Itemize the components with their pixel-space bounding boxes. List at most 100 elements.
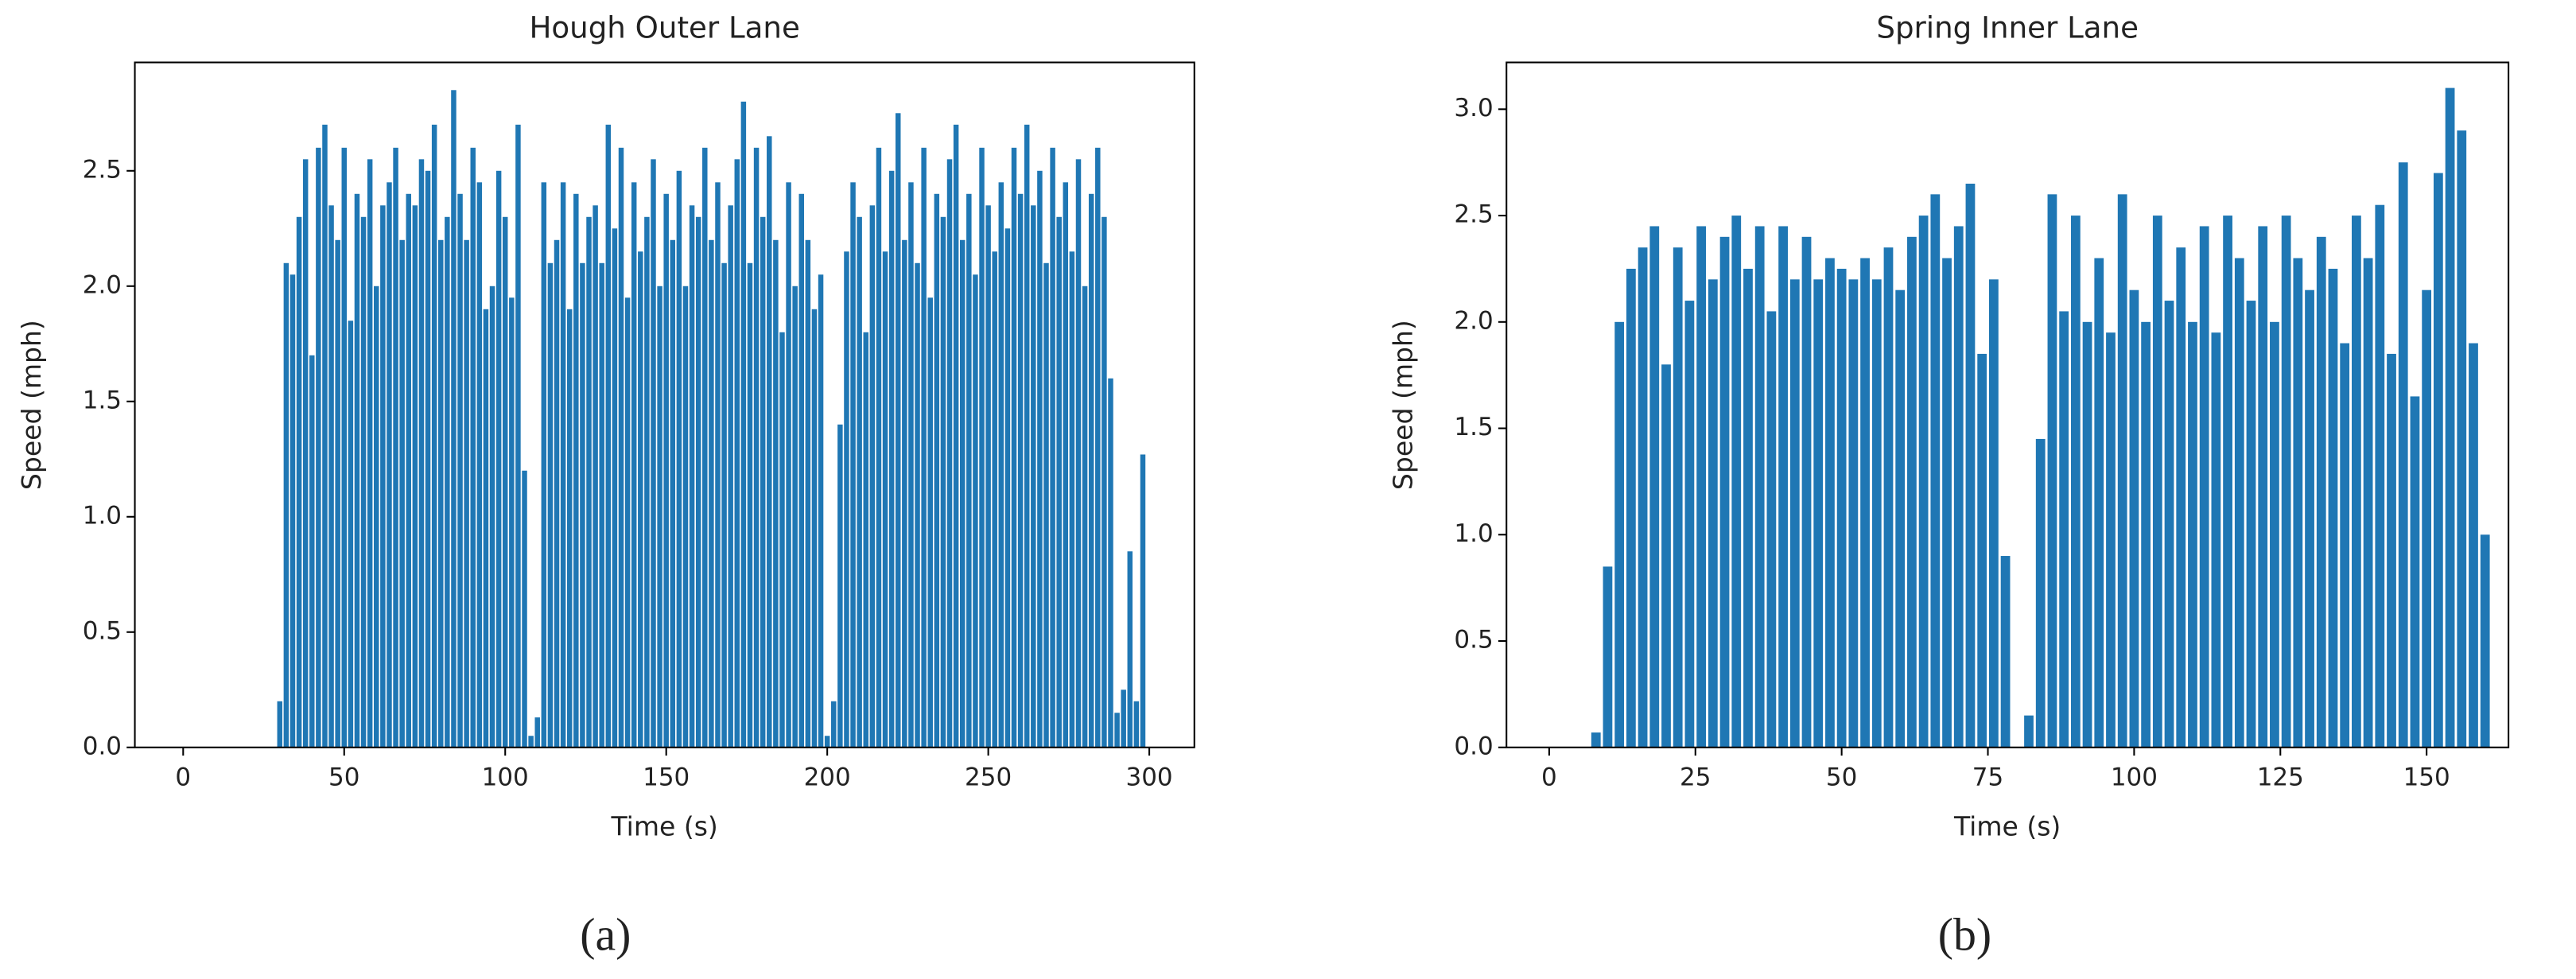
bar bbox=[618, 147, 624, 748]
bar bbox=[992, 251, 997, 748]
bar bbox=[1836, 268, 1847, 748]
x-tick-label: 250 bbox=[965, 763, 1012, 792]
caption: (a) bbox=[580, 909, 631, 961]
y-tick-label: 2.0 bbox=[83, 270, 122, 299]
bar bbox=[1102, 216, 1107, 748]
bar bbox=[1069, 251, 1075, 748]
bar bbox=[2398, 162, 2408, 748]
bar bbox=[1661, 364, 1671, 748]
bar bbox=[747, 262, 753, 748]
y-tick-label: 0.0 bbox=[1454, 732, 1493, 760]
chart-title: Spring Inner Lane bbox=[1876, 10, 2139, 45]
bar bbox=[1626, 268, 1636, 748]
bar bbox=[2035, 438, 2046, 748]
bar bbox=[773, 239, 779, 748]
bar bbox=[644, 216, 650, 748]
bar bbox=[348, 321, 354, 748]
y-tick-label: 2.5 bbox=[1454, 200, 1493, 229]
x-tick-label: 300 bbox=[1126, 763, 1173, 792]
bar bbox=[1056, 216, 1062, 748]
bar bbox=[2129, 289, 2139, 748]
bar bbox=[715, 182, 721, 748]
bar bbox=[1121, 690, 1126, 748]
x-tick-label: 0 bbox=[175, 763, 191, 792]
bar bbox=[1127, 551, 1133, 748]
bar bbox=[1649, 226, 1660, 748]
bar bbox=[1860, 258, 1870, 748]
bar bbox=[1037, 170, 1043, 748]
bar bbox=[593, 205, 598, 748]
bar bbox=[1942, 258, 1952, 748]
bar bbox=[1766, 311, 1777, 748]
bar bbox=[547, 262, 554, 748]
bar bbox=[1140, 454, 1146, 748]
bar bbox=[1988, 279, 1999, 748]
bar bbox=[1918, 216, 1929, 748]
bar bbox=[387, 182, 392, 748]
bar bbox=[2106, 332, 2116, 748]
bar bbox=[2352, 216, 2361, 748]
bar bbox=[1731, 216, 1742, 748]
bar bbox=[2164, 301, 2174, 748]
bar bbox=[406, 193, 411, 748]
bar bbox=[734, 159, 740, 748]
bar bbox=[1004, 228, 1011, 748]
bar bbox=[302, 159, 309, 748]
bar bbox=[2199, 226, 2209, 748]
bar bbox=[728, 205, 733, 748]
bar bbox=[1696, 226, 1707, 748]
y-axis-label: Speed (mph) bbox=[1388, 320, 1419, 490]
bar bbox=[528, 736, 534, 748]
bar bbox=[1108, 378, 1113, 748]
bar bbox=[946, 159, 953, 748]
x-tick-label: 150 bbox=[2403, 763, 2450, 792]
bar bbox=[296, 216, 302, 748]
bar bbox=[573, 193, 579, 748]
bar bbox=[1043, 262, 1049, 748]
bar bbox=[2445, 87, 2455, 748]
x-tick-label: 100 bbox=[2111, 763, 2158, 792]
bar bbox=[1778, 226, 1788, 748]
bar bbox=[1930, 194, 1941, 748]
bar bbox=[1673, 247, 1683, 748]
x-tick-label: 25 bbox=[1680, 763, 1711, 792]
bar bbox=[2117, 194, 2127, 748]
bar bbox=[412, 205, 418, 748]
bar bbox=[1684, 301, 1695, 748]
bar bbox=[670, 239, 676, 748]
bar bbox=[876, 147, 882, 748]
bar bbox=[850, 182, 856, 748]
bar bbox=[1075, 159, 1082, 748]
bar bbox=[309, 355, 315, 748]
bar bbox=[1743, 268, 1753, 748]
bar bbox=[857, 216, 862, 748]
bar bbox=[2433, 173, 2443, 748]
y-tick-label: 1.5 bbox=[83, 386, 122, 414]
bar bbox=[1789, 279, 1800, 748]
bar bbox=[1614, 321, 1625, 748]
bar bbox=[1082, 286, 1088, 748]
bar bbox=[837, 424, 843, 748]
bar bbox=[2387, 353, 2396, 748]
bar bbox=[869, 205, 876, 748]
caption: (b) bbox=[1938, 909, 1991, 961]
bar bbox=[599, 262, 604, 748]
x-tick-label: 150 bbox=[643, 763, 690, 792]
bar bbox=[335, 239, 340, 748]
bar bbox=[2258, 226, 2268, 748]
bar bbox=[767, 136, 772, 748]
bar bbox=[1095, 147, 1101, 748]
bar bbox=[1977, 353, 1987, 748]
bar bbox=[476, 182, 483, 748]
bar bbox=[740, 101, 747, 748]
bar bbox=[1907, 236, 1917, 748]
bar bbox=[1883, 247, 1894, 748]
bar bbox=[753, 147, 760, 748]
bar bbox=[515, 124, 521, 748]
bar bbox=[927, 297, 933, 748]
bar bbox=[2000, 556, 2011, 748]
bar bbox=[1011, 147, 1017, 748]
bar bbox=[580, 262, 585, 748]
bar bbox=[779, 332, 785, 748]
